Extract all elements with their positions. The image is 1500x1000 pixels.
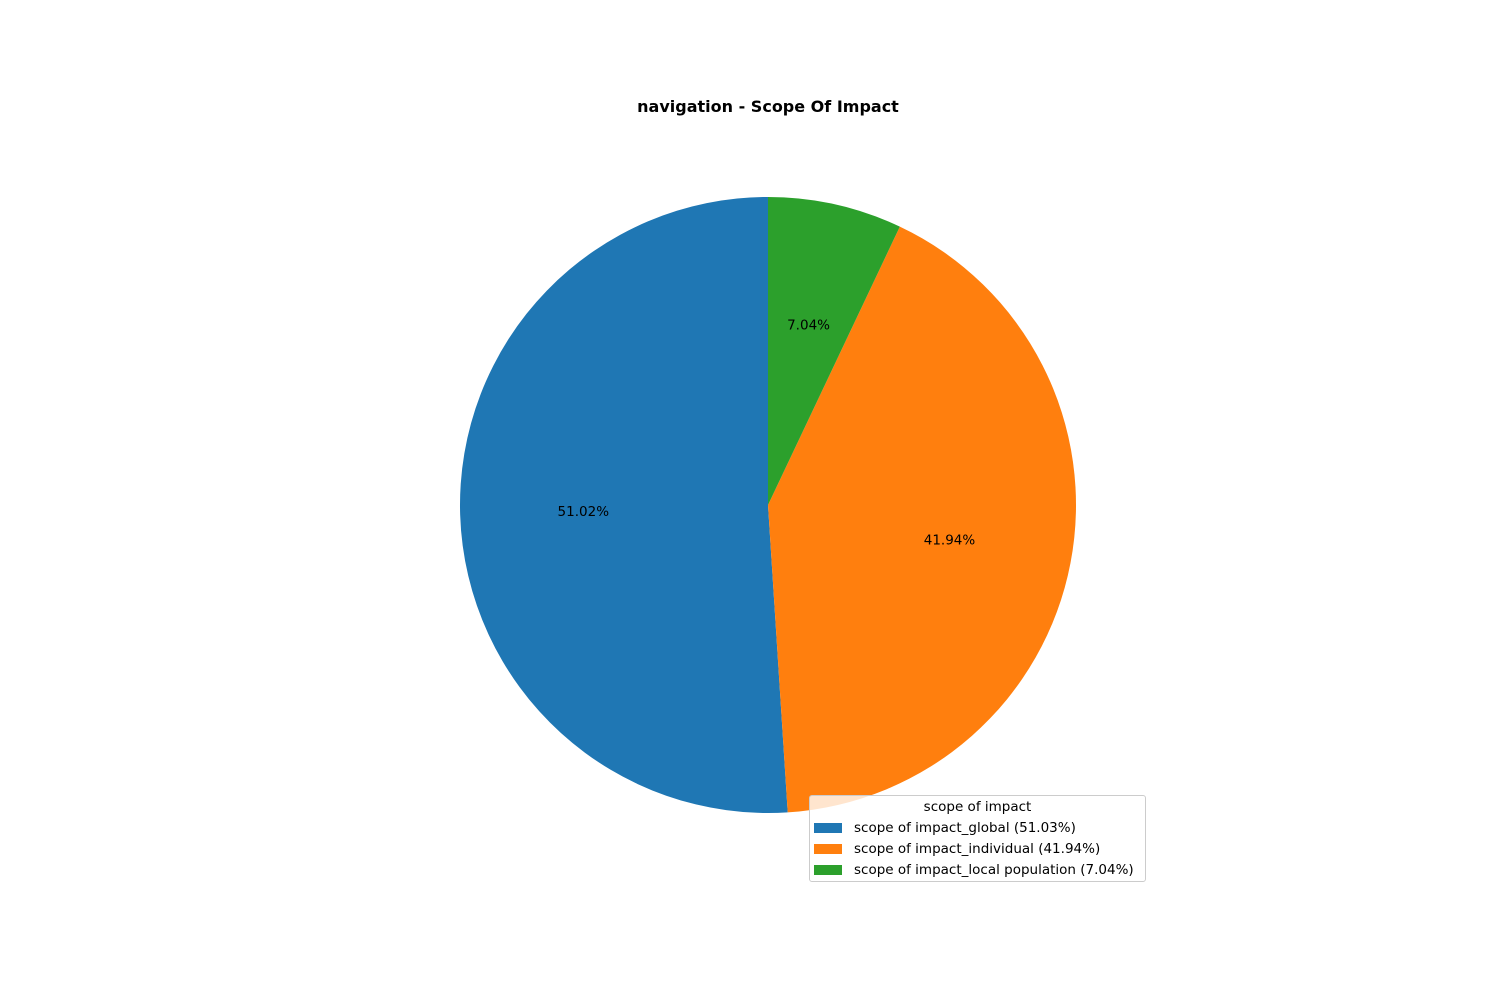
pie-pct-label-local-population: 7.04% [787,318,830,334]
pie-slices [459,197,1076,813]
legend-label-individual: scope of impact_individual (41.94%) [854,841,1101,857]
legend-entry-individual: scope of impact_individual (41.94%) [814,841,1100,857]
pie-slice-labels: 51.02% 41.94% 7.04% [558,318,976,549]
pie-pct-label-global: 51.02% [558,504,610,520]
legend-label-local-population: scope of impact_local population (7.04%) [854,862,1134,878]
legend-entry-global: scope of impact_global (51.03%) [814,820,1076,836]
pie-pct-label-individual: 41.94% [924,533,976,549]
legend-entry-local-population: scope of impact_local population (7.04%) [814,862,1134,878]
pie-slice-global [459,197,788,813]
legend-swatch-global [814,823,842,833]
chart-title: navigation - Scope Of Impact [637,97,899,116]
pie-slice-individual [768,226,1076,813]
legend-title: scope of impact [923,799,1032,815]
chart-legend: scope of impact scope of impact_global (… [809,795,1146,882]
pie-slice-local-population [768,197,900,505]
legend-swatch-individual [814,844,842,854]
legend-swatch-local-population [814,865,842,875]
legend-label-global: scope of impact_global (51.03%) [854,820,1076,836]
